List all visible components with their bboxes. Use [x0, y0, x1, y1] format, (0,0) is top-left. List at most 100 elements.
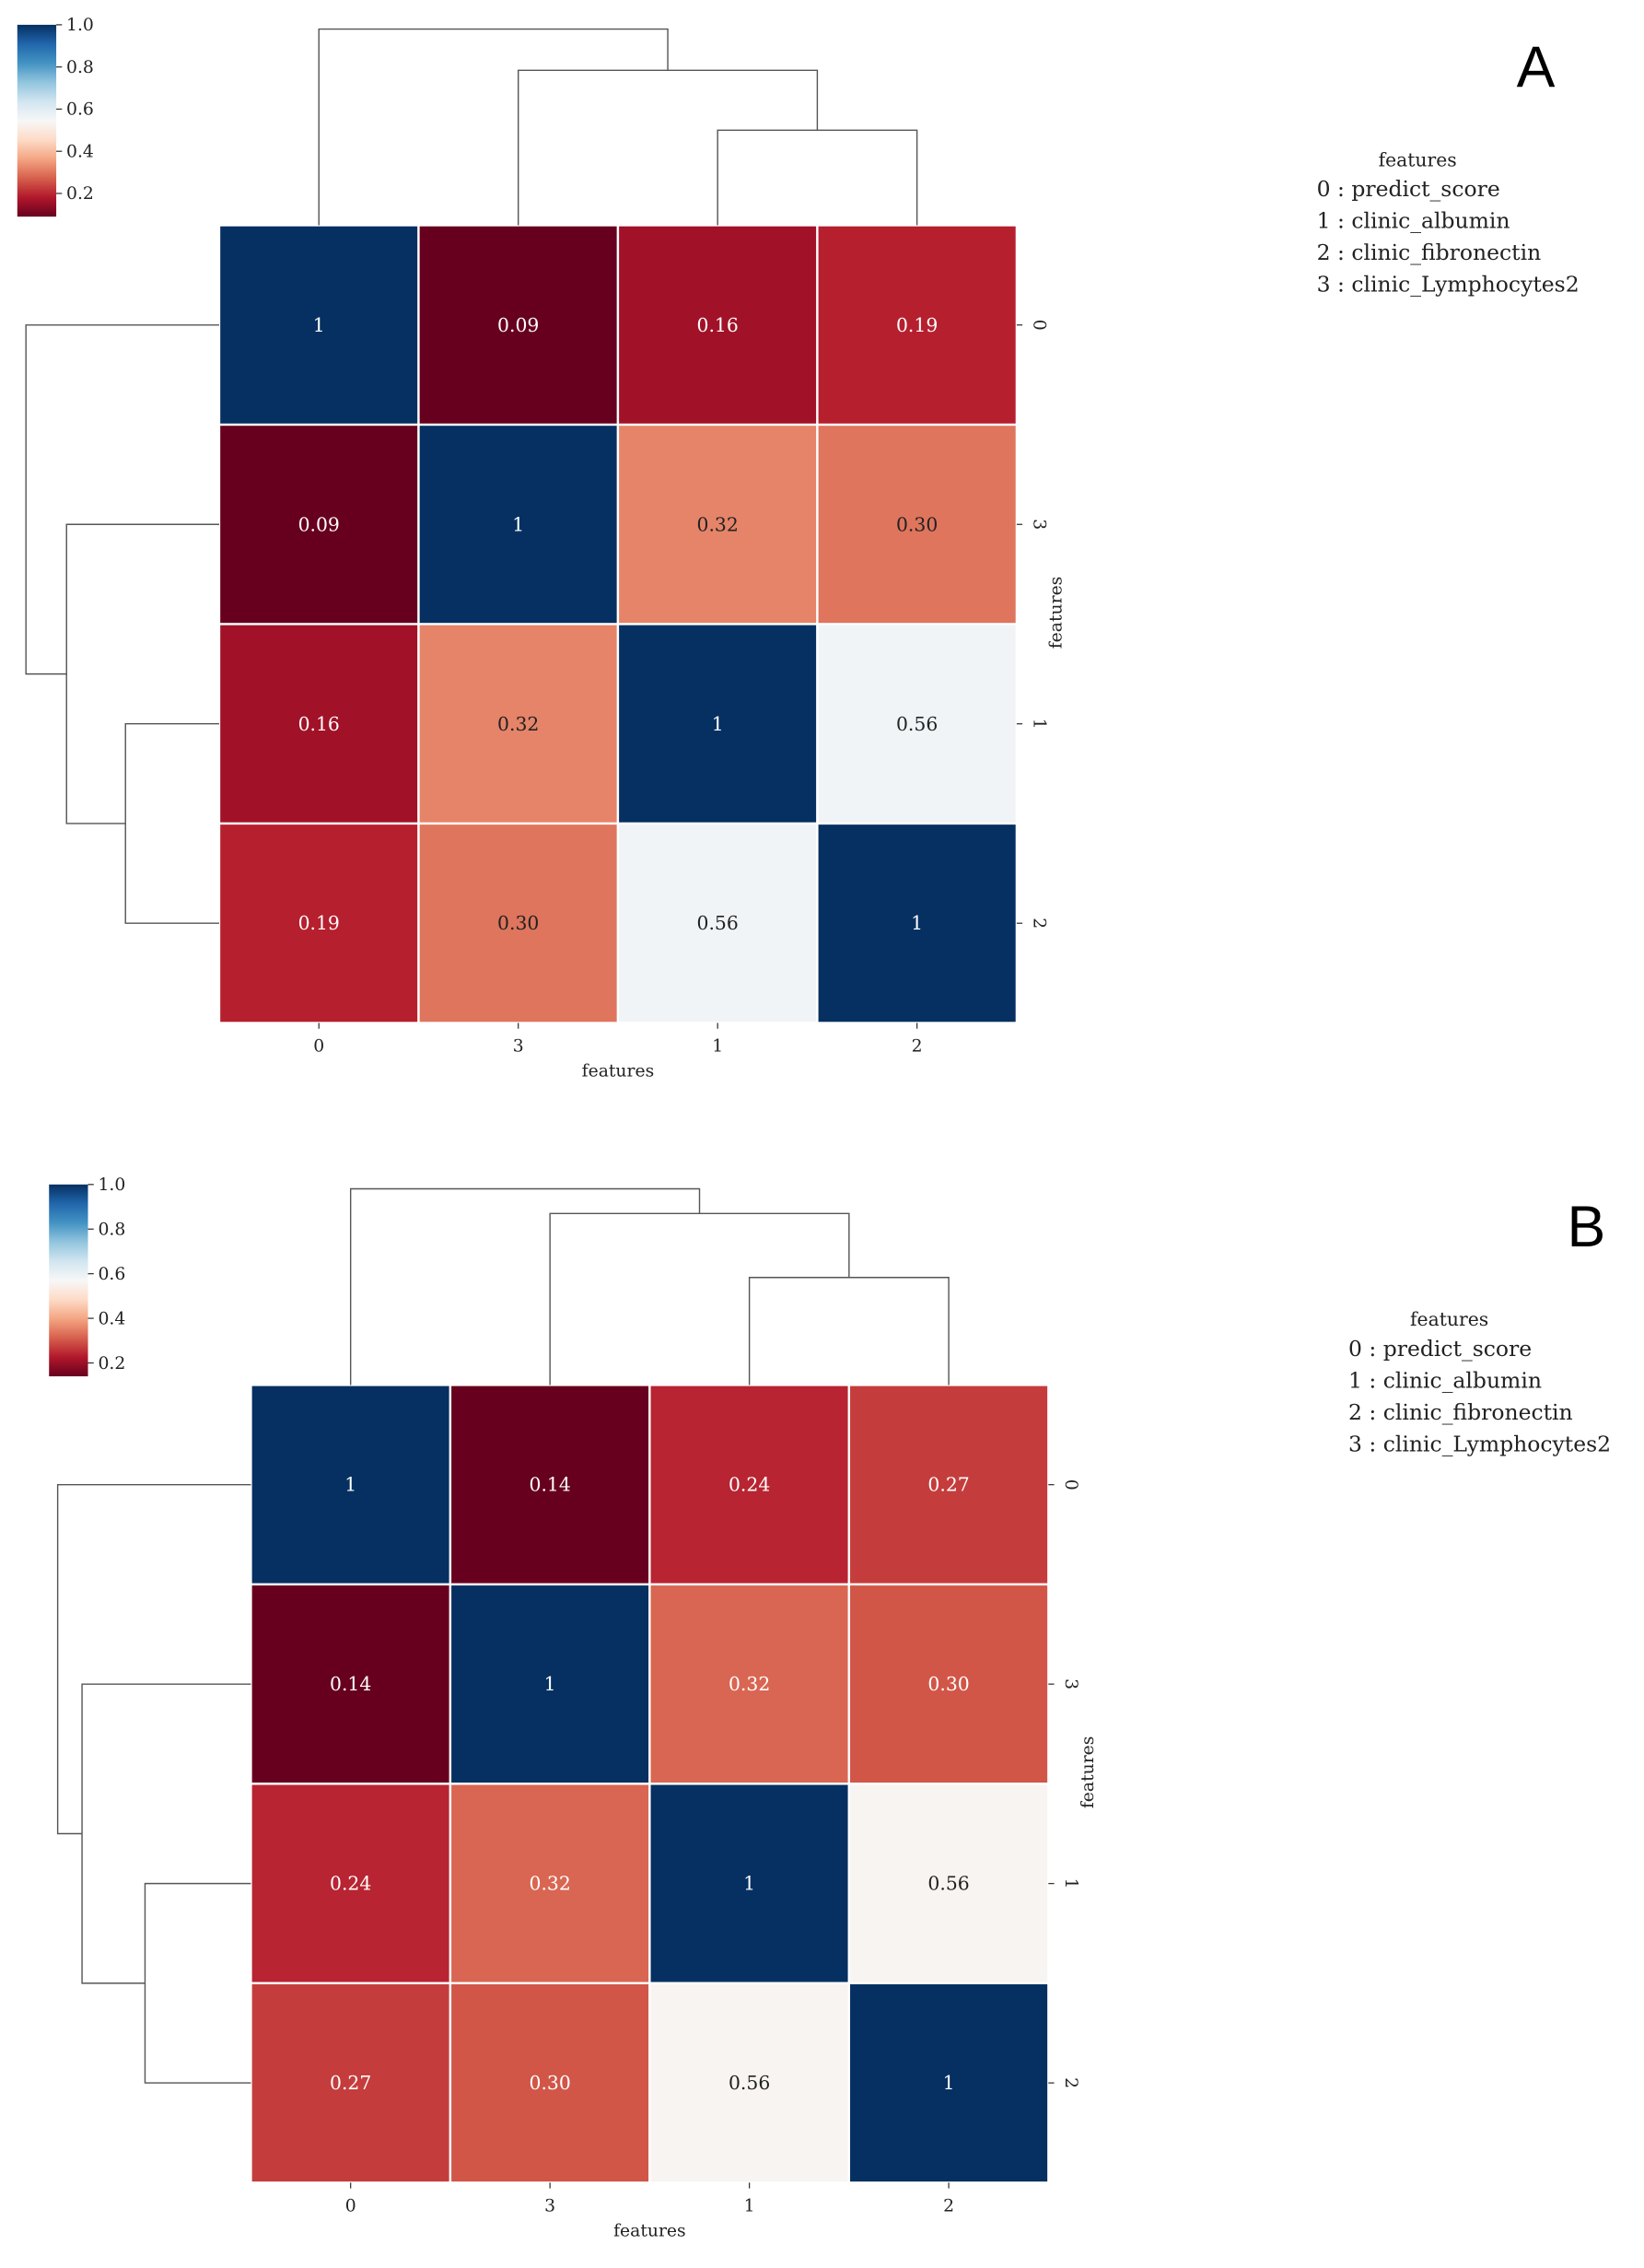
x-tick-label: 1: [744, 2197, 755, 2216]
x-tick-label: 2: [943, 2197, 954, 2216]
cell-annotation: 0.32: [729, 1673, 770, 1695]
y-axis-label: features: [1046, 577, 1066, 649]
cell-annotation: 0.19: [298, 912, 340, 934]
legend-entry: 0 : predict_score: [1317, 176, 1500, 202]
legend-entry: 2 : clinic_fibronectin: [1348, 1399, 1573, 1425]
legend-entry: 2 : clinic_fibronectin: [1317, 240, 1542, 265]
legend-title: features: [1410, 1308, 1488, 1330]
x-tick-label: 1: [712, 1037, 723, 1057]
cell-annotation: 1: [313, 314, 325, 336]
cell-annotation: 0.30: [530, 2072, 571, 2094]
legend-entry: 3 : clinic_Lymphocytes2: [1348, 1431, 1611, 1456]
cell-annotation: 0.27: [927, 1474, 969, 1496]
colorbar-tick-label: 0.2: [66, 184, 94, 204]
cell-annotation: 0.16: [298, 713, 340, 735]
colorbar-tick-label: 0.6: [66, 100, 94, 120]
cell-annotation: 1: [911, 912, 923, 934]
y-tick-label: 0: [1030, 320, 1049, 331]
colorbar: 0.2 0.4 0.6 0.8 1.0: [49, 1175, 125, 1377]
left-dendrogram: [25, 324, 219, 924]
heatmap-cell: [847, 1384, 1050, 1586]
cell-annotation: 1: [943, 2072, 955, 2094]
colorbar-tick-label: 1.0: [66, 16, 94, 35]
cell-annotation: 0.56: [697, 912, 739, 934]
colorbar: 0.2 0.4 0.6 0.8 1.0: [17, 16, 94, 217]
x-tick-label: 3: [513, 1037, 524, 1057]
left-dendrogram: [56, 1483, 251, 2084]
colorbar-tick-label: 0.8: [66, 58, 94, 77]
cell-annotation: 0.30: [896, 513, 938, 535]
y-tick-label: 1: [1061, 1878, 1080, 1889]
heatmap-cell: [847, 1982, 1050, 2184]
heatmap-cell: [449, 1583, 651, 1785]
heatmap-cell: [417, 423, 620, 625]
colorbar-tick-label: 0.6: [98, 1265, 125, 1284]
dendrogram-link: [518, 69, 819, 226]
colorbar-tick-label: 0.4: [66, 142, 94, 161]
cell-annotation: 1: [544, 1673, 556, 1695]
heatmap-cell: [217, 623, 420, 825]
feature-legend: features 0 : predict_score 1 : clinic_albu…: [1348, 1308, 1611, 1456]
panel-b: 0.2 0.4 0.6 0.8 1.0 1 0.14 0.24 0.27 0.14 1 0.32 0.3…: [49, 1175, 1611, 2240]
legend-entry: 3 : clinic_Lymphocytes2: [1317, 272, 1580, 298]
top-dendrogram: [349, 1187, 950, 1385]
cell-annotation: 0.30: [497, 912, 539, 934]
heatmap-cell: [616, 623, 819, 825]
legend-entry: 1 : clinic_albumin: [1348, 1368, 1542, 1394]
x-axis-label: features: [582, 1061, 655, 1081]
cell-annotation: 0.16: [697, 314, 739, 336]
heatmap-cell: [250, 1583, 452, 1785]
cell-annotation: 0.09: [497, 314, 539, 336]
heatmap-cell: [417, 623, 620, 825]
cell-annotation: 0.27: [330, 2072, 371, 2094]
heatmap: 1 0.09 0.16 0.19 0.09 1 0.32 0.30 0.16 0.32 1 0.56 0…: [217, 224, 1019, 1024]
heatmap-cell: [847, 1583, 1050, 1785]
y-axis-label: features: [1079, 1736, 1098, 1809]
panel-label: B: [1567, 1195, 1605, 1259]
heatmap-cell: [816, 822, 1019, 1024]
heatmap-cell: [648, 1583, 851, 1785]
cell-annotation: 0.24: [330, 1873, 371, 1895]
panel-a: 0.2 0.4 0.6 0.8 1.0 1 0.09 0.16 0.19 0.09 1 0.32 0.3…: [17, 16, 1580, 1081]
dendrogram-link: [25, 324, 219, 675]
dendrogram-link: [144, 1882, 251, 2084]
heatmap: 1 0.14 0.24 0.27 0.14 1 0.32 0.30 0.24 0.32 1 0.56 0…: [250, 1384, 1050, 2184]
colorbar-tick-label: 0.8: [98, 1220, 125, 1239]
top-dendrogram: [318, 28, 918, 226]
heatmap-cell: [616, 822, 819, 1024]
cell-annotation: 0.32: [530, 1873, 571, 1895]
cell-annotation: 1: [743, 1873, 755, 1895]
legend-title: features: [1379, 148, 1457, 170]
y-tick-label: 3: [1030, 519, 1049, 530]
heatmap-cell: [648, 1384, 851, 1586]
cell-annotation: 0.14: [330, 1673, 371, 1695]
x-axis-label: features: [613, 2221, 686, 2240]
colorbar-tick-label: 0.4: [98, 1309, 125, 1328]
colorbar-bar: [17, 24, 57, 217]
dendrogram-link: [549, 1212, 850, 1385]
heatmap-cell: [217, 224, 420, 427]
heatmap-cell: [250, 1783, 452, 1985]
dendrogram-link: [81, 1683, 251, 1984]
cell-annotation: 0.56: [896, 713, 938, 735]
cell-annotation: 1: [712, 713, 724, 735]
cell-annotation: 0.32: [697, 513, 739, 535]
heatmap-cell: [616, 423, 819, 625]
legend-entry: 0 : predict_score: [1348, 1336, 1532, 1362]
x-tick-label: 0: [345, 2197, 356, 2216]
panel-label: A: [1517, 35, 1556, 99]
y-tick-label: 2: [1030, 918, 1049, 929]
cell-annotation: 0.09: [298, 513, 340, 535]
dendrogram-link: [318, 28, 669, 226]
dendrogram-link: [124, 723, 219, 924]
y-tick-label: 0: [1061, 1479, 1080, 1491]
feature-legend: features 0 : predict_score 1 : clinic_albu…: [1317, 148, 1580, 297]
heatmap-cell: [449, 1783, 651, 1985]
heatmap-cell: [449, 1384, 651, 1586]
heatmap-cell: [648, 1783, 851, 1985]
cell-annotation: 0.56: [729, 2072, 770, 2094]
heatmap-cell: [250, 1384, 452, 1586]
colorbar-bar: [49, 1184, 88, 1377]
cell-annotation: 0.24: [729, 1474, 770, 1496]
dendrogram-link: [748, 1277, 950, 1385]
